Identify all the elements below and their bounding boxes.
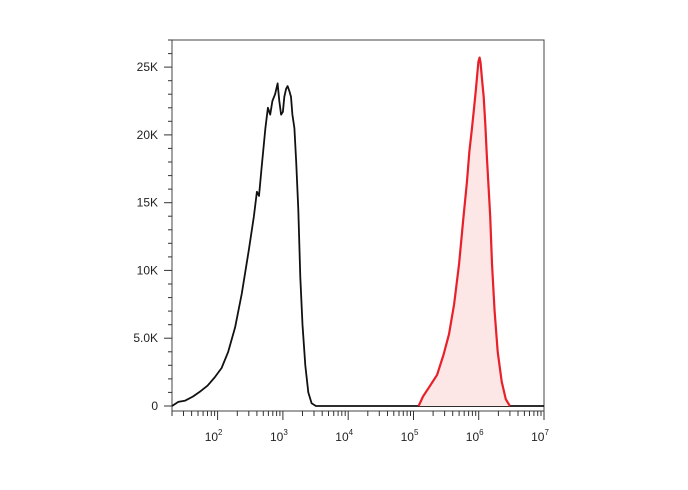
x-tick-label: 107 bbox=[531, 428, 549, 444]
series-layer bbox=[171, 56, 544, 407]
series-1-area bbox=[418, 57, 510, 406]
x-axis: 102 103 104 105 106 107 bbox=[171, 411, 549, 444]
series-1-line bbox=[417, 56, 511, 407]
y-tick-label: 0 bbox=[151, 399, 158, 413]
x-tick-label: 102 bbox=[205, 428, 223, 444]
y-tick-label: 25K bbox=[137, 60, 158, 74]
x-tick-label: 103 bbox=[270, 428, 288, 444]
x-tick-label: 104 bbox=[335, 428, 353, 444]
series-0-line bbox=[171, 82, 544, 407]
y-tick-label: 5.0K bbox=[133, 331, 158, 345]
y-tick-label: 10K bbox=[137, 263, 158, 277]
y-tick-label: 20K bbox=[137, 128, 158, 142]
y-axis: 0 5.0K 10K 15K 20K 25K bbox=[133, 39, 172, 413]
x-tick-label: 106 bbox=[466, 428, 484, 444]
x-tick-label: 105 bbox=[401, 428, 419, 444]
y-tick-label: 15K bbox=[137, 196, 158, 210]
